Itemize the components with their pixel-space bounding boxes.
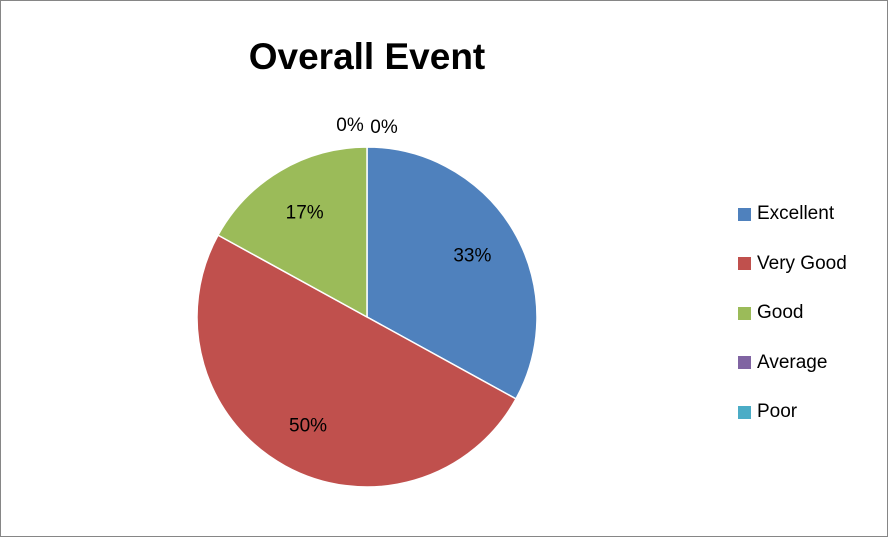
legend-label-very-good: Very Good [757, 252, 847, 274]
legend-item-good: Good [738, 300, 888, 326]
legend-swatch-very-good [738, 257, 751, 270]
legend-label-average: Average [757, 351, 828, 373]
data-label-very-good: 50% [289, 415, 327, 436]
data-label-good: 17% [286, 203, 324, 224]
legend-swatch-average [738, 356, 751, 369]
legend-label-good: Good [757, 302, 804, 323]
chart-title: Overall Event [248, 36, 486, 77]
legend-item-very-good: Very Good [738, 251, 888, 277]
pie-slice-excellent [366, 146, 538, 400]
legend-item-average: Average [738, 350, 888, 376]
legend-item-excellent: Excellent [738, 201, 888, 227]
data-label-poor: 0% [370, 117, 398, 138]
pie-slice-good [217, 146, 368, 319]
legend-swatch-excellent [738, 207, 751, 221]
legend-label-poor: Poor [757, 401, 798, 422]
legend: Excellent Very Good Good Average Poor [738, 201, 888, 449]
data-label-excellent: 33% [453, 246, 491, 267]
legend-label-excellent: Excellent [757, 203, 835, 224]
pie-slice-very-good [196, 234, 517, 488]
legend-swatch-good [738, 306, 751, 320]
legend-item-poor: Poor [738, 399, 888, 425]
legend-swatch-poor [738, 405, 751, 419]
data-label-average: 0% [336, 115, 364, 136]
